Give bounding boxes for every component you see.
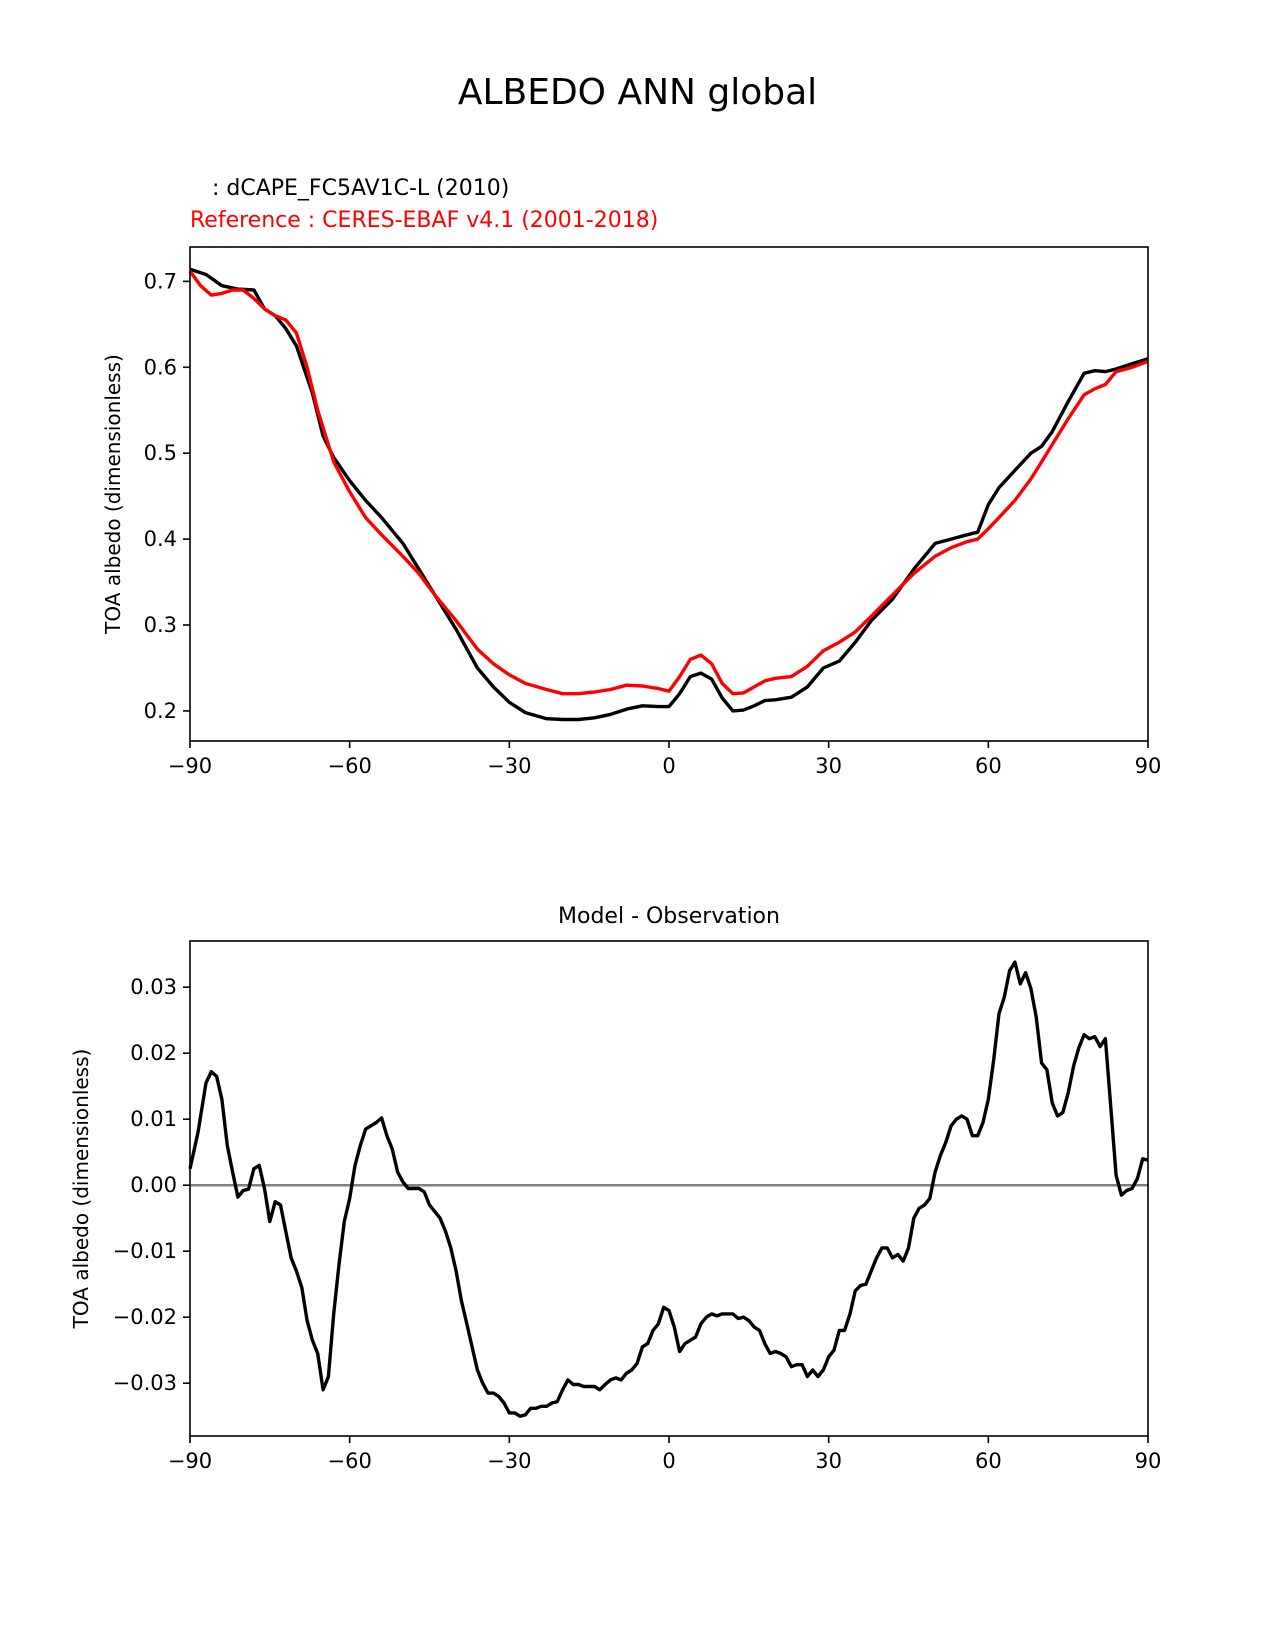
x-tick-label: −60 (328, 1449, 372, 1473)
x-tick-label: −30 (487, 754, 531, 778)
series-line-difference (188, 960, 1149, 1418)
y-tick-label: 0.01 (130, 1107, 177, 1131)
x-tick-label: 60 (975, 1449, 1002, 1473)
y-axis-label: TOA albedo (dimensionless) (69, 1049, 93, 1330)
y-tick-label: 0.00 (130, 1173, 177, 1197)
y-tick-label: −0.02 (113, 1305, 177, 1329)
axes-frame (189, 246, 1149, 742)
y-tick-label: 0.2 (144, 699, 177, 723)
difference-plot-title: Model - Observation (558, 904, 780, 929)
x-tick-label: 90 (1135, 754, 1162, 778)
axes-frame (189, 940, 1149, 1437)
x-tick-label: −90 (168, 754, 212, 778)
figure-title: ALBEDO ANN global (457, 72, 818, 113)
y-tick-label: 0.4 (144, 527, 177, 551)
y-tick-label: 0.3 (144, 613, 177, 637)
y-tick-label: 0.03 (130, 975, 177, 999)
y-tick-label: 0.5 (144, 441, 177, 465)
series-line-test (189, 267, 1149, 722)
x-tick-label: 90 (1135, 1449, 1162, 1473)
zonal-mean-albedo-plot: −90 −60 −30 0 30 60 90 0.2 0.3 0.4 0.5 0.6 0.7 TOA al… (101, 246, 1162, 778)
x-tick-label: 0 (662, 754, 675, 778)
x-tick-label: −60 (328, 754, 372, 778)
x-tick-label: −90 (168, 1449, 212, 1473)
difference-plot: −90 −60 −30 0 30 60 90 −0.03 −0.02 −0.01 0.00 0.01 0… (69, 940, 1162, 1473)
x-tick-label: 0 (662, 1449, 675, 1473)
y-tick-label: 0.02 (130, 1041, 177, 1065)
series-line-reference (188, 270, 1149, 696)
x-tick-label: 30 (815, 1449, 842, 1473)
test-dataset-label: : dCAPE_FC5AV1C-L (2010) (198, 176, 510, 201)
reference-dataset-label: Reference : CERES-EBAF v4.1 (2001-2018) (190, 208, 659, 233)
y-tick-label: 0.6 (144, 355, 177, 379)
y-tick-label: 0.7 (144, 269, 177, 293)
x-tick-label: 60 (975, 754, 1002, 778)
x-tick-label: 30 (815, 754, 842, 778)
y-tick-label: −0.01 (113, 1239, 177, 1263)
y-axis-label: TOA albedo (dimensionless) (101, 354, 125, 635)
x-tick-label: −30 (487, 1449, 531, 1473)
y-tick-label: −0.03 (113, 1371, 177, 1395)
